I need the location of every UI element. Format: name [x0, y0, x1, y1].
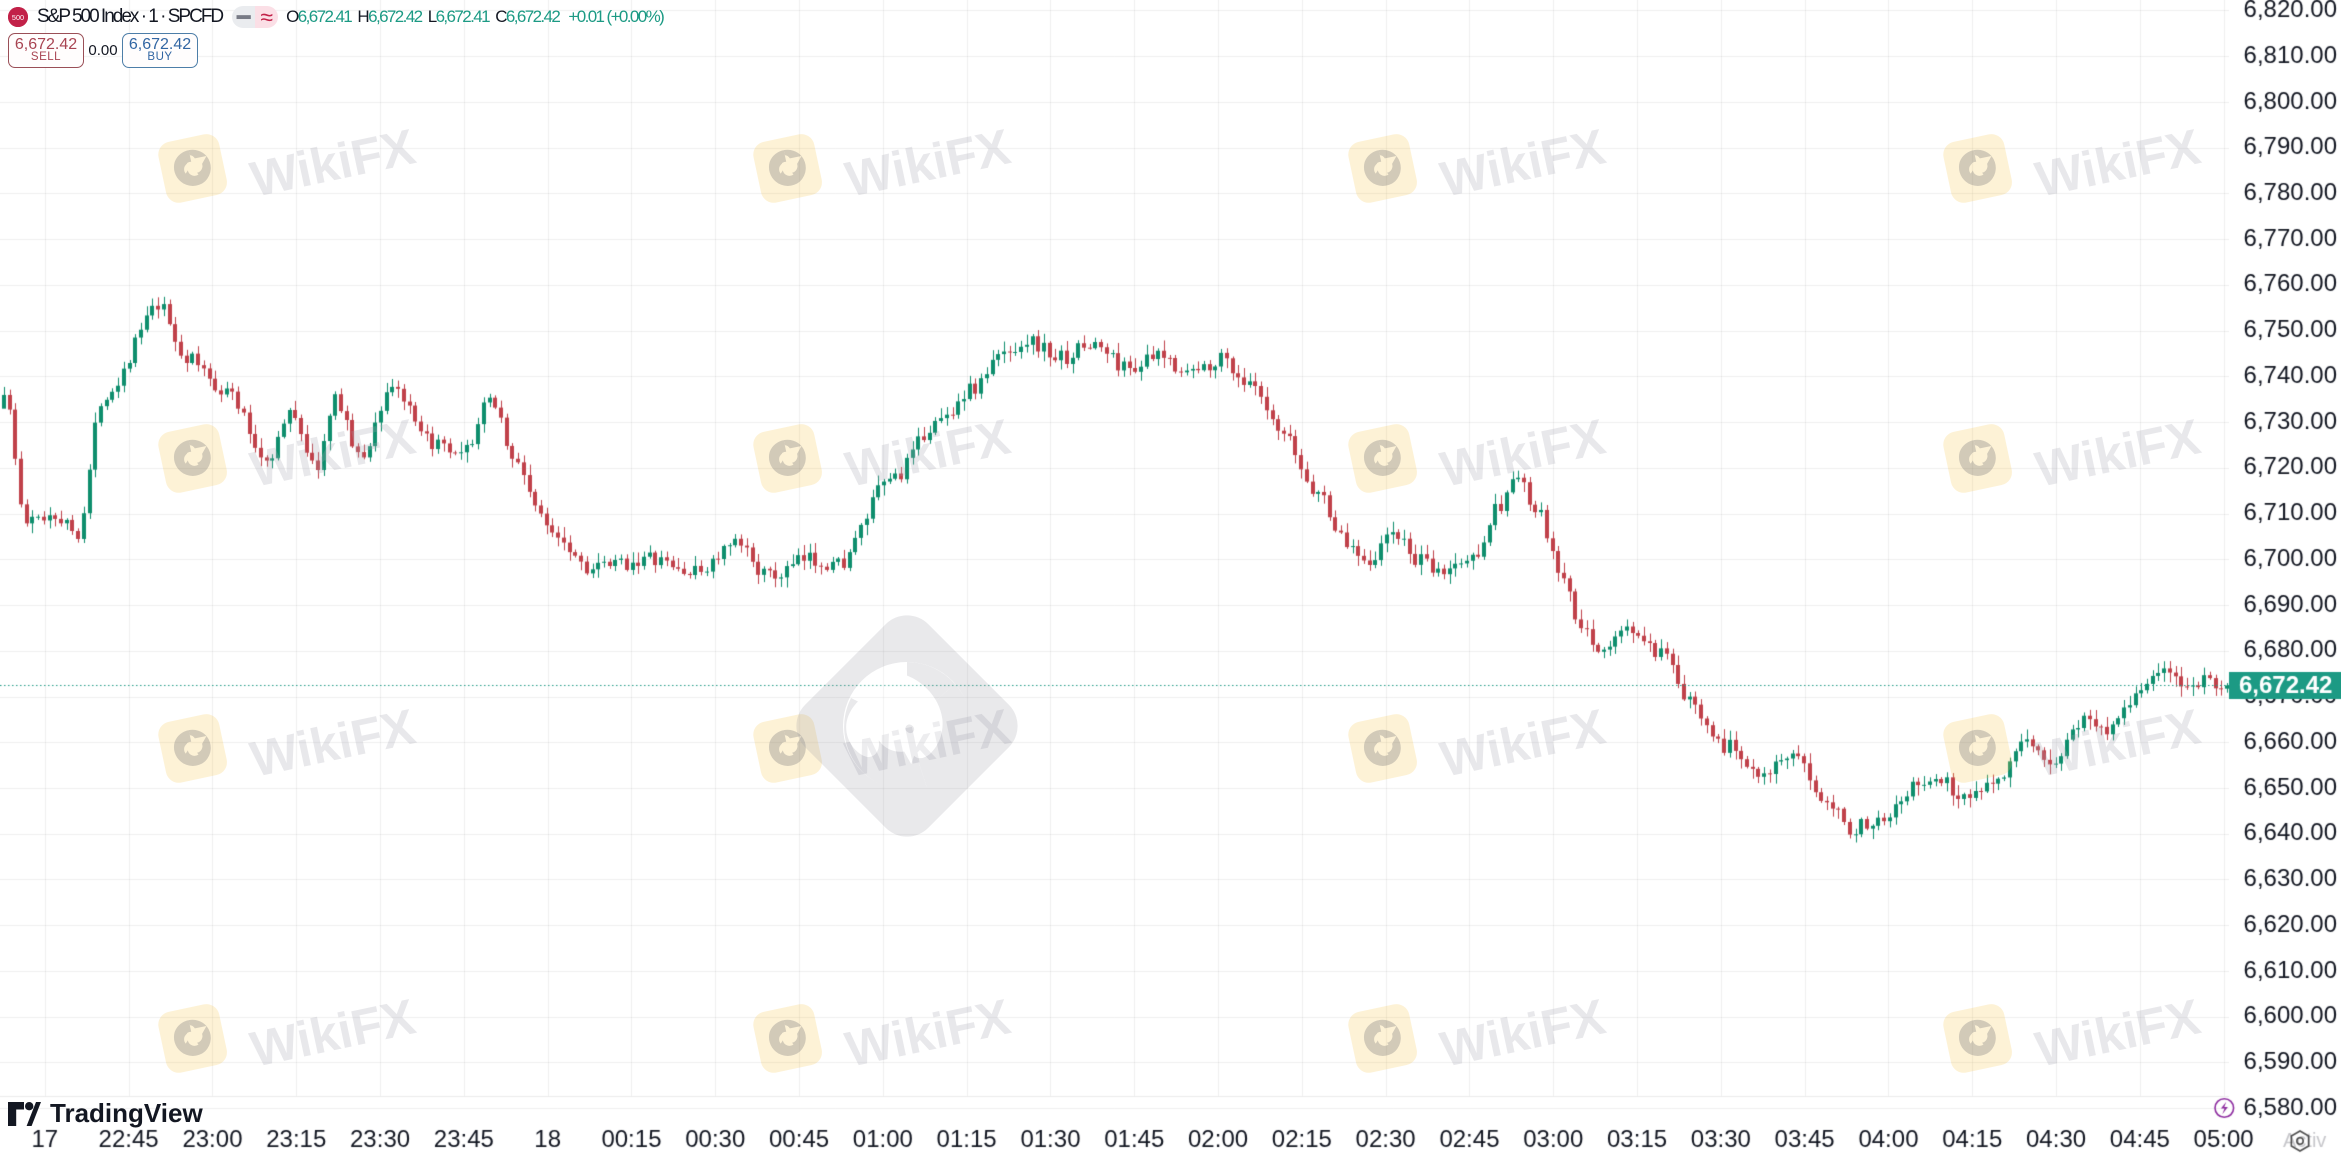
svg-text:500: 500 — [12, 13, 24, 22]
